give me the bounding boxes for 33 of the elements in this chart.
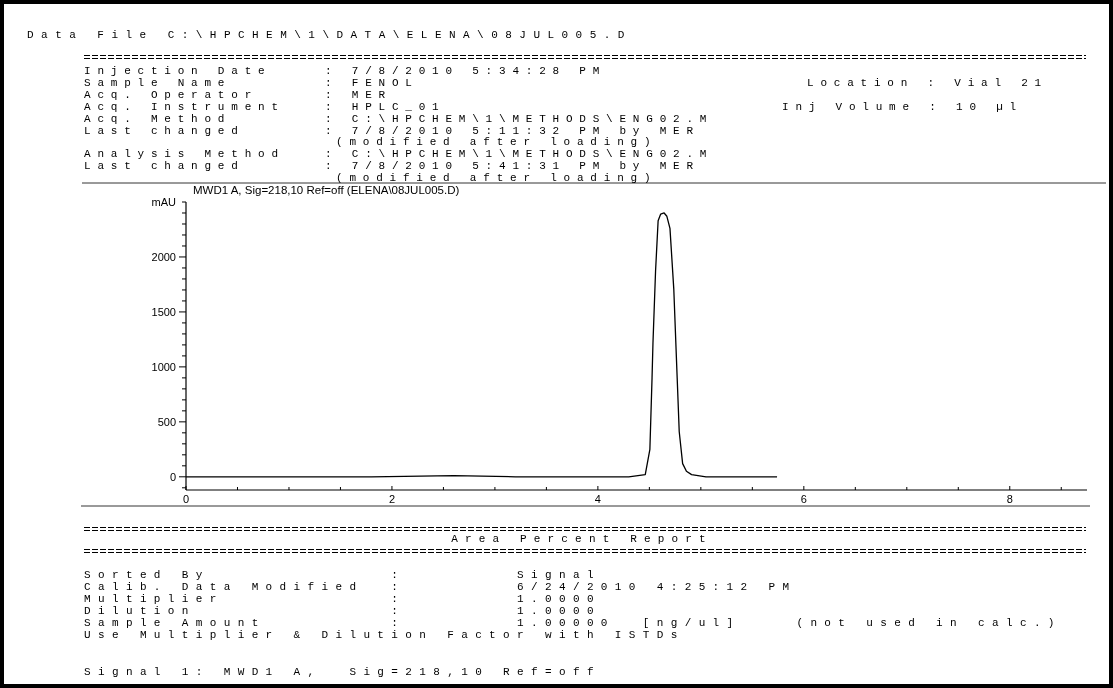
y-tick-label: 1000	[151, 360, 176, 373]
text: Inj Volume : 10 µl	[782, 100, 1023, 113]
text: Area Percent Report	[451, 533, 713, 545]
text: Acq. Instrument : HPLC_01	[84, 100, 446, 113]
text: Dilution : 1.0000	[84, 605, 601, 617]
text: Sample Amount : 1.00000 [ng/ul] (not used in calc.)	[84, 617, 1062, 629]
x-tick-label: 4	[594, 493, 601, 505]
text: (modified after loading)	[336, 136, 658, 149]
text: Multiplier : 1.0000	[84, 593, 601, 605]
text: Calib. Data Modified : 6/24/2010 4:25:12 PM	[84, 581, 797, 593]
text: Sorted By : Signal	[84, 569, 601, 581]
text: Acq. Operator : MER	[84, 88, 392, 101]
text: Signal 1: MWD1 A, Sig=218,10 Ref=off	[84, 666, 601, 678]
x-tick-label: 0	[182, 493, 190, 505]
text: Data File C:\HPCHEM\1\DATA\ELENA\08JUL005.D	[27, 29, 632, 41]
y-tick-label: 1500	[151, 305, 176, 318]
x-tick-label: 2	[388, 493, 396, 505]
text: Location : Vial 21	[807, 76, 1048, 89]
text: Injection Date : 7/8/2010 5:34:28 PM	[84, 65, 607, 77]
y-tick-label: 2000	[151, 250, 176, 263]
text: Use Multiplier & Dilution Factor with ISTDs	[84, 629, 685, 641]
y-axis-title: mAU	[151, 196, 177, 208]
y-tick-label: 0	[169, 470, 176, 483]
text: (modified after loading)	[336, 172, 658, 185]
text: Acq. Method : C:\HPCHEM\1\METHODS\ENG02.M	[84, 112, 714, 125]
text: Last changed : 7/8/2010 5:41:31 PM by MER	[84, 160, 700, 173]
x-tick-label: 6	[800, 493, 807, 505]
chart-title: MWD1 A, Sig=218,10 Ref=off (ELENA\08JUL005.D)	[193, 184, 460, 196]
y-tick-label: 500	[157, 415, 176, 428]
text: Analysis Method : C:\HPCHEM\1\METHODS\ENG02.M	[84, 148, 714, 161]
text: Sample Name : FENOL	[84, 76, 419, 89]
x-tick-label: 8	[1006, 493, 1013, 505]
text: Last changed : 7/8/2010 5:11:32 PM by MER	[84, 124, 700, 137]
